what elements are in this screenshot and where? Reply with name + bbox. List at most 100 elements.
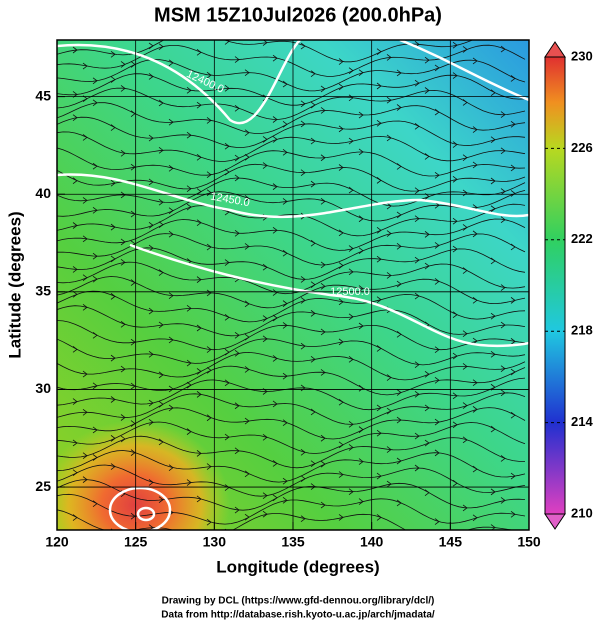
stream-arrow: [414, 292, 420, 300]
stream-arrow: [348, 268, 354, 276]
stream-arrow: [434, 346, 440, 353]
stream-arrow: [224, 40, 230, 45]
stream-arrow: [148, 221, 154, 229]
stream-arrow: [196, 368, 202, 375]
streamline: [57, 351, 526, 381]
stream-arrow: [158, 99, 164, 107]
contour-label: 12500.0: [330, 286, 370, 298]
stream-arrow: [72, 346, 78, 353]
streamline: [57, 218, 526, 251]
contours: [57, 40, 529, 530]
stream-arrow: [434, 518, 440, 525]
stream-arrow: [396, 457, 402, 465]
stream-arrow: [310, 356, 316, 363]
stream-arrow: [396, 389, 402, 396]
stream-arrow: [310, 408, 316, 416]
stream-arrow: [282, 249, 288, 257]
stream-arrow: [348, 245, 354, 252]
stream-arrow: [424, 56, 430, 64]
stream-arrow: [424, 404, 430, 412]
stream-arrow: [72, 398, 78, 405]
stream-arrow: [376, 296, 382, 303]
stream-arrow: [386, 134, 392, 142]
stream-arrow: [82, 452, 88, 460]
stream-arrow: [92, 454, 98, 461]
stream-arrow: [462, 363, 468, 370]
streamline: [57, 421, 526, 454]
stream-arrow: [424, 87, 430, 94]
stream-arrow: [92, 252, 98, 260]
streamline: [57, 435, 525, 469]
stream-arrow: [224, 348, 230, 356]
stream-arrow: [358, 247, 364, 255]
stream-arrow: [168, 207, 174, 214]
stream-arrow: [500, 147, 506, 155]
stream-arrow: [110, 124, 116, 131]
stream-arrow: [262, 335, 268, 343]
stream-arrow: [234, 229, 240, 237]
stream-arrow: [414, 122, 420, 130]
stream-arrow: [120, 365, 126, 373]
streamline: [57, 392, 526, 425]
stream-arrow: [376, 255, 382, 263]
stream-arrow: [490, 257, 496, 265]
stream-arrow: [72, 177, 78, 185]
stream-arrow: [386, 407, 392, 415]
stream-arrow: [158, 371, 164, 379]
stream-arrow: [244, 69, 250, 76]
stream-arrow: [414, 390, 420, 398]
stream-arrow: [320, 328, 326, 336]
stream-arrow: [452, 41, 458, 49]
stream-arrow: [500, 365, 506, 372]
stream-arrow: [186, 87, 192, 94]
stream-arrow: [272, 226, 278, 234]
stream-arrow: [300, 169, 306, 177]
stream-arrow: [224, 142, 230, 150]
x-axis-label: Longitude (degrees): [216, 557, 379, 576]
streamline: [57, 87, 526, 120]
stream-arrow: [244, 417, 250, 425]
colorbar-tick-label: 214: [571, 414, 593, 429]
stream-arrow: [92, 275, 98, 283]
stream-arrow: [396, 416, 402, 424]
stream-arrow: [490, 205, 496, 213]
stream-arrow: [472, 406, 478, 413]
stream-arrow: [434, 64, 440, 72]
stream-arrow: [130, 61, 136, 68]
warm-core: [57, 420, 230, 530]
stream-arrow: [414, 79, 420, 87]
stream-arrow: [462, 436, 468, 444]
stream-arrow: [110, 76, 116, 83]
stream-arrow: [462, 267, 468, 274]
stream-arrow: [92, 382, 98, 390]
colorbar-tick-label: 230: [571, 48, 593, 63]
stream-arrow: [376, 429, 382, 437]
streamline: [57, 479, 526, 511]
stream-arrow: [452, 72, 458, 79]
stream-arrow: [376, 404, 382, 412]
stream-arrow: [158, 321, 164, 329]
stream-arrow: [168, 292, 174, 299]
stream-arrow: [452, 392, 458, 400]
stream-arrow: [338, 471, 344, 478]
streamline: [57, 290, 526, 323]
stream-arrow: [320, 154, 326, 162]
stream-arrow: [168, 464, 174, 471]
stream-arrow: [348, 313, 354, 321]
stream-arrow: [338, 164, 344, 171]
stream-arrow: [396, 211, 402, 219]
y-tick-label: 40: [35, 185, 51, 201]
stream-arrow: [386, 202, 392, 210]
stream-arrow: [310, 460, 316, 468]
stream-arrow: [414, 361, 420, 368]
stream-arrow: [320, 369, 326, 376]
stream-arrow: [196, 450, 202, 457]
stream-arrow: [490, 136, 496, 144]
stream-arrow: [338, 514, 344, 521]
streamline: [57, 177, 526, 207]
stream-arrow: [282, 372, 288, 380]
stream-arrow: [300, 42, 306, 50]
stream-arrow: [186, 203, 192, 211]
stream-arrow: [472, 57, 478, 65]
